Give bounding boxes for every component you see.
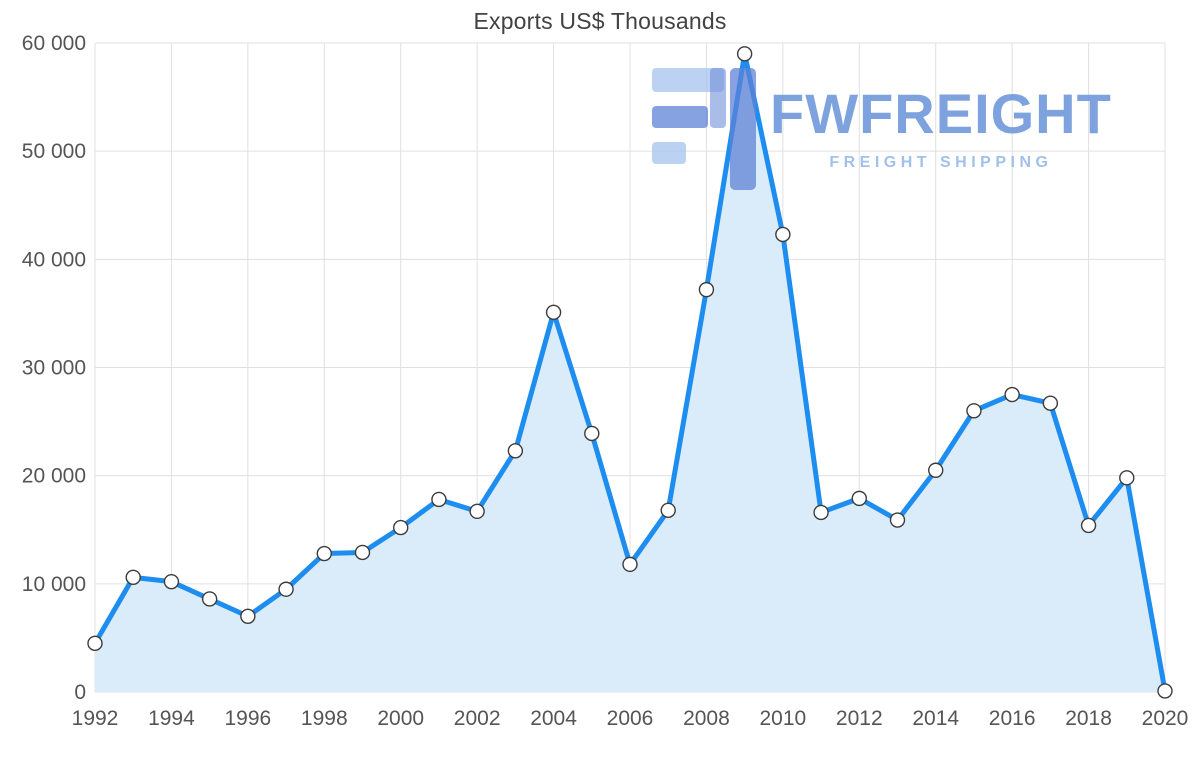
data-point-2004 bbox=[545, 304, 562, 321]
x-tick-label: 1994 bbox=[148, 707, 195, 730]
x-tick-label: 2006 bbox=[607, 707, 654, 730]
data-point-2007 bbox=[660, 502, 676, 518]
x-tick-label: 2000 bbox=[377, 707, 424, 730]
data-point-2011 bbox=[813, 504, 829, 521]
x-tick-label: 2020 bbox=[1142, 707, 1189, 730]
y-tick-label: 60 000 bbox=[22, 32, 86, 55]
data-point-1995 bbox=[201, 591, 218, 607]
x-tick-label: 2004 bbox=[530, 707, 577, 730]
x-tick-label: 2010 bbox=[759, 707, 806, 730]
y-tick-label: 0 bbox=[74, 681, 86, 704]
data-point-2001 bbox=[431, 491, 447, 508]
x-tick-label: 2018 bbox=[1065, 707, 1112, 730]
data-point-2017 bbox=[1042, 395, 1059, 411]
data-point-2010 bbox=[775, 226, 791, 243]
data-point-2012 bbox=[851, 490, 867, 507]
x-tick-label: 2016 bbox=[989, 707, 1036, 730]
data-point-1999 bbox=[354, 544, 371, 561]
data-point-2019 bbox=[1119, 470, 1135, 486]
x-tick-label: 1996 bbox=[224, 707, 271, 730]
x-tick-label: 2014 bbox=[912, 707, 959, 730]
data-point-2018 bbox=[1080, 517, 1097, 534]
x-tick-label: 1998 bbox=[301, 707, 348, 730]
data-point-2020 bbox=[1157, 683, 1173, 699]
x-tick-label: 2012 bbox=[836, 707, 883, 730]
data-point-1992 bbox=[87, 635, 103, 652]
y-tick-label: 50 000 bbox=[22, 140, 86, 163]
y-tick-label: 20 000 bbox=[22, 465, 86, 488]
data-point-2014 bbox=[928, 462, 944, 478]
data-point-2006 bbox=[622, 556, 638, 573]
data-point-2016 bbox=[1004, 386, 1020, 403]
data-point-2015 bbox=[966, 403, 982, 419]
data-point-1997 bbox=[278, 581, 294, 597]
data-point-1993 bbox=[125, 569, 141, 586]
chart-title: Exports US$ Thousands bbox=[473, 8, 727, 34]
y-tick-label: 10 000 bbox=[22, 573, 86, 596]
data-point-1996 bbox=[240, 608, 256, 624]
data-point-2002 bbox=[469, 503, 485, 520]
data-point-2005 bbox=[584, 425, 600, 442]
y-tick-label: 30 000 bbox=[22, 357, 86, 380]
y-tick-label: 40 000 bbox=[22, 248, 86, 271]
data-point-2008 bbox=[698, 281, 715, 298]
data-point-1998 bbox=[316, 545, 332, 562]
data-point-2013 bbox=[889, 512, 906, 528]
area-fill bbox=[95, 53, 1165, 693]
data-point-2009 bbox=[736, 46, 753, 62]
x-tick-label: 2002 bbox=[454, 707, 501, 730]
x-tick-label: 2008 bbox=[683, 707, 730, 730]
data-point-1994 bbox=[163, 573, 180, 590]
data-point-2000 bbox=[393, 519, 409, 536]
data-point-2003 bbox=[507, 443, 524, 459]
x-tick-label: 1992 bbox=[72, 707, 119, 730]
